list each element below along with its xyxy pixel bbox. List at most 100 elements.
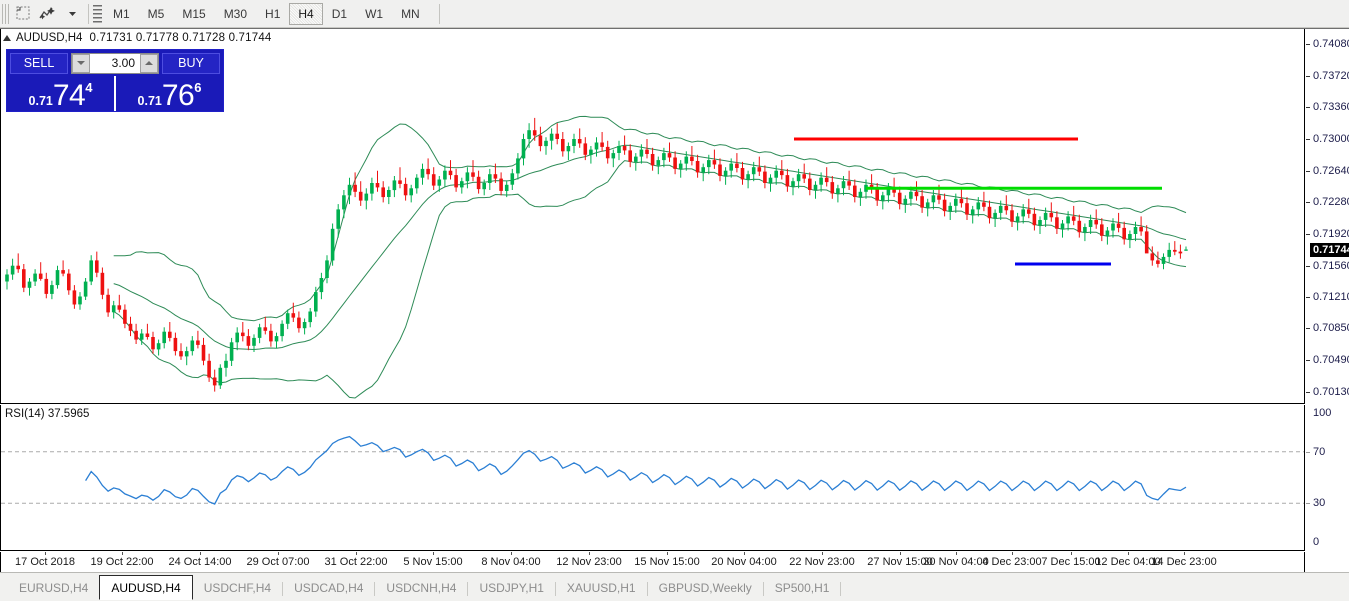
time-axis-label: 5 Nov 15:00: [403, 556, 463, 568]
volume-decrease-button[interactable]: [72, 53, 90, 73]
chart-tab-xauusd[interactable]: XAUUSD,H1: [566, 580, 636, 595]
timeframe-button-m30[interactable]: M30: [223, 6, 248, 21]
time-tick: [45, 552, 46, 555]
candle-body: [976, 202, 981, 210]
candle-body: [684, 156, 689, 164]
candle-body: [454, 175, 458, 188]
candle-body: [802, 174, 806, 179]
bollinger-middle: [113, 144, 1187, 351]
sell-price-prefix: 0.71: [28, 93, 53, 108]
time-axis-label: 12 Nov 23:00: [556, 556, 622, 568]
candle-body: [1178, 251, 1183, 254]
candle-body: [1060, 223, 1065, 229]
chart-tab-usdchf[interactable]: USDCHF,H4: [203, 580, 272, 595]
timeframe-button-d1[interactable]: D1: [331, 6, 348, 21]
timeframe-grip[interactable]: [93, 4, 102, 23]
current-price-label: 0.71744: [1310, 242, 1349, 257]
candle-body: [476, 176, 481, 190]
candle-body: [942, 199, 947, 212]
chevron-down-icon[interactable]: [60, 3, 84, 25]
sell-button[interactable]: SELL: [10, 52, 68, 74]
candle-body: [212, 377, 217, 386]
candle-body: [218, 367, 223, 386]
chart-tab-usdjpy[interactable]: USDJPY,H1: [479, 580, 544, 595]
time-axis-label: 29 Oct 07:00: [246, 556, 310, 568]
rsi-scale[interactable]: 100 70 30 0: [1306, 405, 1349, 551]
volume-input[interactable]: 3.00: [71, 52, 159, 74]
price-scale[interactable]: 0.74080 0.73720 0.73360 0.73000 0.72640 0.722…: [1306, 29, 1349, 404]
price-tick: [1306, 391, 1310, 393]
timeframe-button-w1[interactable]: W1: [365, 6, 384, 21]
timeframe-button-m5[interactable]: M5: [147, 6, 165, 21]
tab-separator: [554, 581, 556, 596]
one-click-trading-panel[interactable]: SELL 3.00 BUY 0.71 74 4 0.71 76 6: [6, 49, 224, 112]
buy-price-display[interactable]: 0.71 76 6: [114, 76, 223, 111]
rsi-pane[interactable]: RSI(14) 37.5965: [0, 405, 1305, 551]
time-axis[interactable]: 17 Oct 2018 19 Oct 22:00 24 Oct 14:00 29 Oc…: [0, 552, 1305, 573]
timeframe-button-m1[interactable]: M1: [113, 6, 130, 21]
candle-body: [229, 342, 234, 361]
oct-controls-row: SELL 3.00 BUY: [7, 50, 223, 76]
candle-body: [589, 149, 593, 155]
candle-body: [72, 290, 77, 305]
candle-body: [437, 179, 442, 186]
candle-body: [347, 184, 352, 196]
symbol-info-line: AUDUSD,H4 0.71731 0.71778 0.71728 0.7174…: [3, 32, 272, 44]
candle-body: [785, 175, 790, 187]
candle-body: [549, 133, 554, 141]
candle-body: [555, 133, 559, 139]
volume-value[interactable]: 3.00: [90, 53, 140, 73]
candle-body: [819, 177, 823, 185]
timeframe-button-h1[interactable]: H1: [265, 6, 281, 21]
candle-body: [774, 170, 778, 178]
sell-price-display[interactable]: 0.71 74 4: [7, 76, 114, 111]
timeframe-button-mn[interactable]: MN: [401, 6, 420, 21]
candle-body: [600, 142, 604, 147]
toolbar-grip[interactable]: [2, 3, 10, 24]
candle-body: [577, 139, 582, 144]
indicators-icon[interactable]: [35, 3, 60, 25]
candle-body: [392, 180, 397, 191]
candle-body: [723, 170, 728, 176]
collapse-triangle-icon[interactable]: [3, 35, 11, 41]
candle-body: [358, 191, 363, 201]
buy-button[interactable]: BUY: [162, 52, 220, 74]
candle-body: [403, 183, 408, 196]
candle-body: [886, 188, 891, 196]
price-scale-label: 0.74080: [1313, 37, 1349, 50]
chart-tab-audusd[interactable]: AUDUSD,H4: [99, 575, 193, 600]
chart-tab-usdcnh[interactable]: USDCNH,H4: [386, 580, 457, 595]
chart-tab-sp500[interactable]: SP500,H1: [774, 580, 830, 595]
timeframe-button-m15[interactable]: M15: [182, 6, 206, 21]
price-tick: [1306, 170, 1310, 172]
candle-body: [106, 294, 110, 313]
candle-body: [622, 146, 627, 151]
candle-body: [808, 178, 812, 190]
chart-tab-eurusd[interactable]: EURUSD,H4: [19, 580, 89, 595]
candle-body: [1032, 213, 1037, 226]
candle-body: [853, 185, 857, 197]
rsi-line: [85, 435, 1187, 505]
candle-body: [678, 163, 683, 169]
candle-body: [431, 174, 436, 186]
candle-body: [735, 163, 739, 168]
crosshair-icon[interactable]: [11, 3, 35, 25]
chart-tab-gbpusd[interactable]: GBPUSD,Weekly: [658, 580, 752, 595]
candle-body: [274, 336, 279, 342]
candle-body: [718, 164, 722, 176]
candle-body: [729, 163, 733, 171]
chart-tab-usdcad[interactable]: USDCAD,H4: [294, 580, 364, 595]
candle-body: [196, 340, 200, 345]
time-tick: [433, 552, 434, 555]
candle-body: [634, 156, 638, 162]
time-axis-label: 8 Nov 04:00: [481, 556, 541, 568]
candle-body: [314, 292, 318, 312]
timeframe-button-h4[interactable]: H4: [289, 2, 323, 25]
time-axis-label: 27 Nov 15:00: [867, 556, 933, 568]
time-axis-label: 31 Oct 22:00: [324, 556, 388, 568]
candle-body: [162, 331, 166, 344]
candlestick-plot: [5, 115, 1188, 399]
volume-increase-button[interactable]: [140, 53, 158, 73]
candle-body: [375, 183, 380, 188]
time-axis-label: 22 Nov 23:00: [789, 556, 855, 568]
